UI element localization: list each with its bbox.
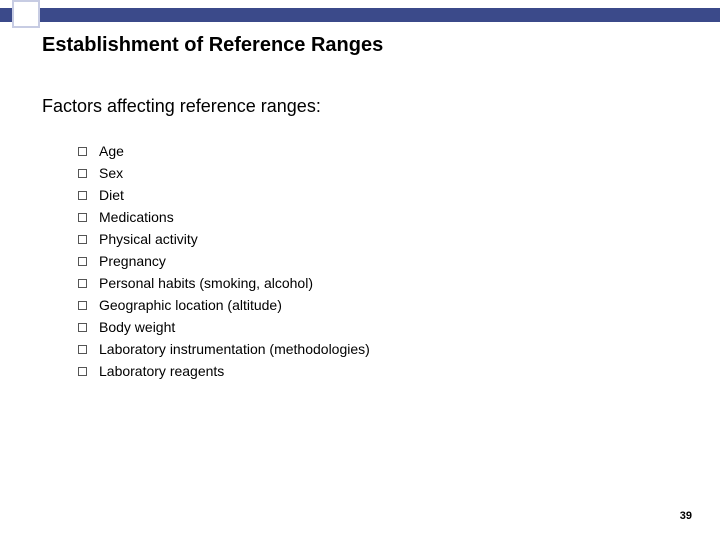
list-item: Geographic location (altitude) <box>78 296 370 314</box>
checkbox-icon <box>78 301 87 310</box>
list-item: Laboratory instrumentation (methodologie… <box>78 340 370 358</box>
slide-subtitle: Factors affecting reference ranges: <box>42 96 321 117</box>
list-item-label: Laboratory instrumentation (methodologie… <box>99 341 370 357</box>
header-bar <box>0 8 720 22</box>
list-item: Diet <box>78 186 370 204</box>
factors-list: Age Sex Diet Medications Physical activi… <box>78 142 370 384</box>
checkbox-icon <box>78 345 87 354</box>
checkbox-icon <box>78 257 87 266</box>
slide-title: Establishment of Reference Ranges <box>42 34 383 57</box>
checkbox-icon <box>78 147 87 156</box>
list-item-label: Pregnancy <box>99 253 166 269</box>
checkbox-icon <box>78 191 87 200</box>
checkbox-icon <box>78 279 87 288</box>
list-item: Body weight <box>78 318 370 336</box>
list-item: Pregnancy <box>78 252 370 270</box>
checkbox-icon <box>78 213 87 222</box>
checkbox-icon <box>78 169 87 178</box>
list-item: Physical activity <box>78 230 370 248</box>
header-square-icon <box>12 0 40 28</box>
list-item-label: Laboratory reagents <box>99 363 224 379</box>
list-item-label: Personal habits (smoking, alcohol) <box>99 275 313 291</box>
list-item-label: Physical activity <box>99 231 198 247</box>
list-item-label: Medications <box>99 209 174 225</box>
list-item-label: Sex <box>99 165 123 181</box>
list-item-label: Age <box>99 143 124 159</box>
checkbox-icon <box>78 323 87 332</box>
list-item: Age <box>78 142 370 160</box>
checkbox-icon <box>78 235 87 244</box>
list-item: Medications <box>78 208 370 226</box>
page-number: 39 <box>680 510 692 522</box>
list-item: Personal habits (smoking, alcohol) <box>78 274 370 292</box>
list-item-label: Diet <box>99 187 124 203</box>
list-item-label: Geographic location (altitude) <box>99 297 282 313</box>
list-item: Laboratory reagents <box>78 362 370 380</box>
list-item: Sex <box>78 164 370 182</box>
checkbox-icon <box>78 367 87 376</box>
list-item-label: Body weight <box>99 319 175 335</box>
